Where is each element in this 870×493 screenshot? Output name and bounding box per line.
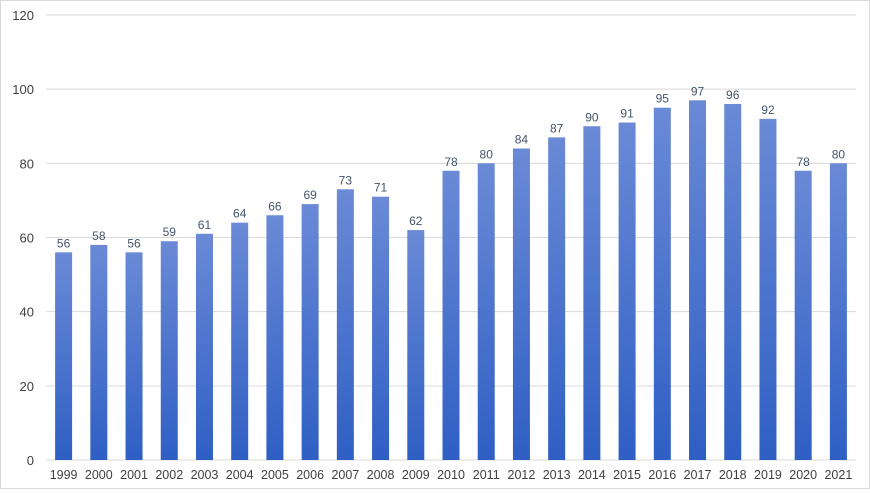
- x-tick-label-2017: 2017: [684, 468, 712, 482]
- y-tick-label: 40: [20, 305, 34, 320]
- y-axis-tick-labels: 0 20 40 60 80 100 120: [12, 8, 34, 468]
- x-tick-label-2009: 2009: [402, 468, 430, 482]
- bar-2013: [548, 137, 566, 460]
- x-axis-tick-labels: 1999 2000 2001 2002 2003 2004 2005 2006 2007 2008…: [50, 468, 853, 482]
- bar-2015: [618, 122, 636, 461]
- x-tick-label-2016: 2016: [648, 468, 676, 482]
- data-label-2012: 84: [515, 133, 529, 147]
- y-tick-label: 120: [12, 8, 34, 23]
- bar-2017: [689, 100, 707, 461]
- x-tick-label-2000: 2000: [85, 468, 113, 482]
- x-tick-label-2007: 2007: [331, 468, 359, 482]
- x-tick-label-2020: 2020: [789, 468, 817, 482]
- x-tick-label-1999: 1999: [50, 468, 78, 482]
- bar-2021: [829, 163, 847, 461]
- data-label-2020: 78: [796, 155, 810, 169]
- x-tick-label-2010: 2010: [437, 468, 465, 482]
- data-label-2016: 95: [656, 92, 670, 106]
- bars: [55, 100, 847, 461]
- data-label-2018: 96: [726, 88, 740, 102]
- x-tick-label-2004: 2004: [226, 468, 254, 482]
- data-label-2003: 61: [198, 218, 212, 232]
- bar-2006: [301, 204, 319, 460]
- data-label-2004: 64: [233, 207, 247, 221]
- x-tick-label-2021: 2021: [824, 468, 852, 482]
- x-tick-label-2012: 2012: [508, 468, 536, 482]
- bar-2003: [195, 233, 213, 460]
- bar-2016: [653, 107, 671, 460]
- x-tick-label-2018: 2018: [719, 468, 747, 482]
- bar-2018: [724, 104, 742, 460]
- data-label-2010: 78: [444, 155, 458, 169]
- x-tick-label-2005: 2005: [261, 468, 289, 482]
- data-label-2007: 73: [339, 173, 353, 187]
- data-label-2008: 71: [374, 181, 388, 195]
- bar-2001: [125, 252, 143, 460]
- data-label-2017: 97: [691, 84, 705, 98]
- x-tick-label-2011: 2011: [473, 468, 500, 482]
- data-label-2009: 62: [409, 214, 423, 228]
- bar-2012: [512, 148, 530, 460]
- data-label-2013: 87: [550, 121, 564, 135]
- data-label-1999: 56: [57, 236, 71, 250]
- x-tick-label-2006: 2006: [296, 468, 324, 482]
- x-tick-label-2002: 2002: [155, 468, 183, 482]
- y-tick-label: 0: [27, 453, 34, 468]
- bar-2019: [759, 118, 777, 460]
- x-tick-label-2003: 2003: [191, 468, 219, 482]
- data-label-2005: 66: [268, 199, 282, 213]
- data-label-2011: 80: [480, 147, 494, 161]
- bar-2000: [90, 244, 108, 460]
- data-label-2015: 91: [620, 107, 634, 121]
- x-tick-label-2013: 2013: [543, 468, 571, 482]
- bar-2014: [583, 126, 601, 460]
- x-tick-label-2019: 2019: [754, 468, 782, 482]
- x-tick-label-2014: 2014: [578, 468, 606, 482]
- data-label-2000: 58: [92, 229, 106, 243]
- y-tick-label: 60: [20, 231, 34, 246]
- data-label-2002: 59: [163, 225, 177, 239]
- data-label-2014: 90: [585, 110, 599, 124]
- bar-2005: [266, 215, 284, 460]
- data-labels: 56 58 56 59 61 64 66 69 73 71 62 78 80 84 87 90 91 95 97 96…: [57, 84, 845, 250]
- bar-2004: [231, 222, 249, 460]
- y-tick-label: 20: [20, 379, 34, 394]
- bar-2010: [442, 170, 460, 460]
- bar-2002: [160, 241, 178, 460]
- data-label-2019: 92: [761, 103, 775, 117]
- y-tick-label: 80: [20, 156, 34, 171]
- bar-2011: [477, 163, 495, 461]
- y-tick-label: 100: [12, 82, 34, 97]
- bar-1999: [55, 252, 73, 460]
- x-tick-label-2008: 2008: [367, 468, 395, 482]
- bar-2008: [372, 196, 390, 461]
- bar-2009: [407, 230, 425, 460]
- data-label-2006: 69: [303, 188, 317, 202]
- data-label-2001: 56: [127, 236, 141, 250]
- x-tick-label-2015: 2015: [613, 468, 641, 482]
- data-label-2021: 80: [832, 147, 846, 161]
- bar-2020: [794, 170, 812, 460]
- x-tick-label-2001: 2001: [120, 468, 148, 482]
- bar-2007: [336, 189, 354, 460]
